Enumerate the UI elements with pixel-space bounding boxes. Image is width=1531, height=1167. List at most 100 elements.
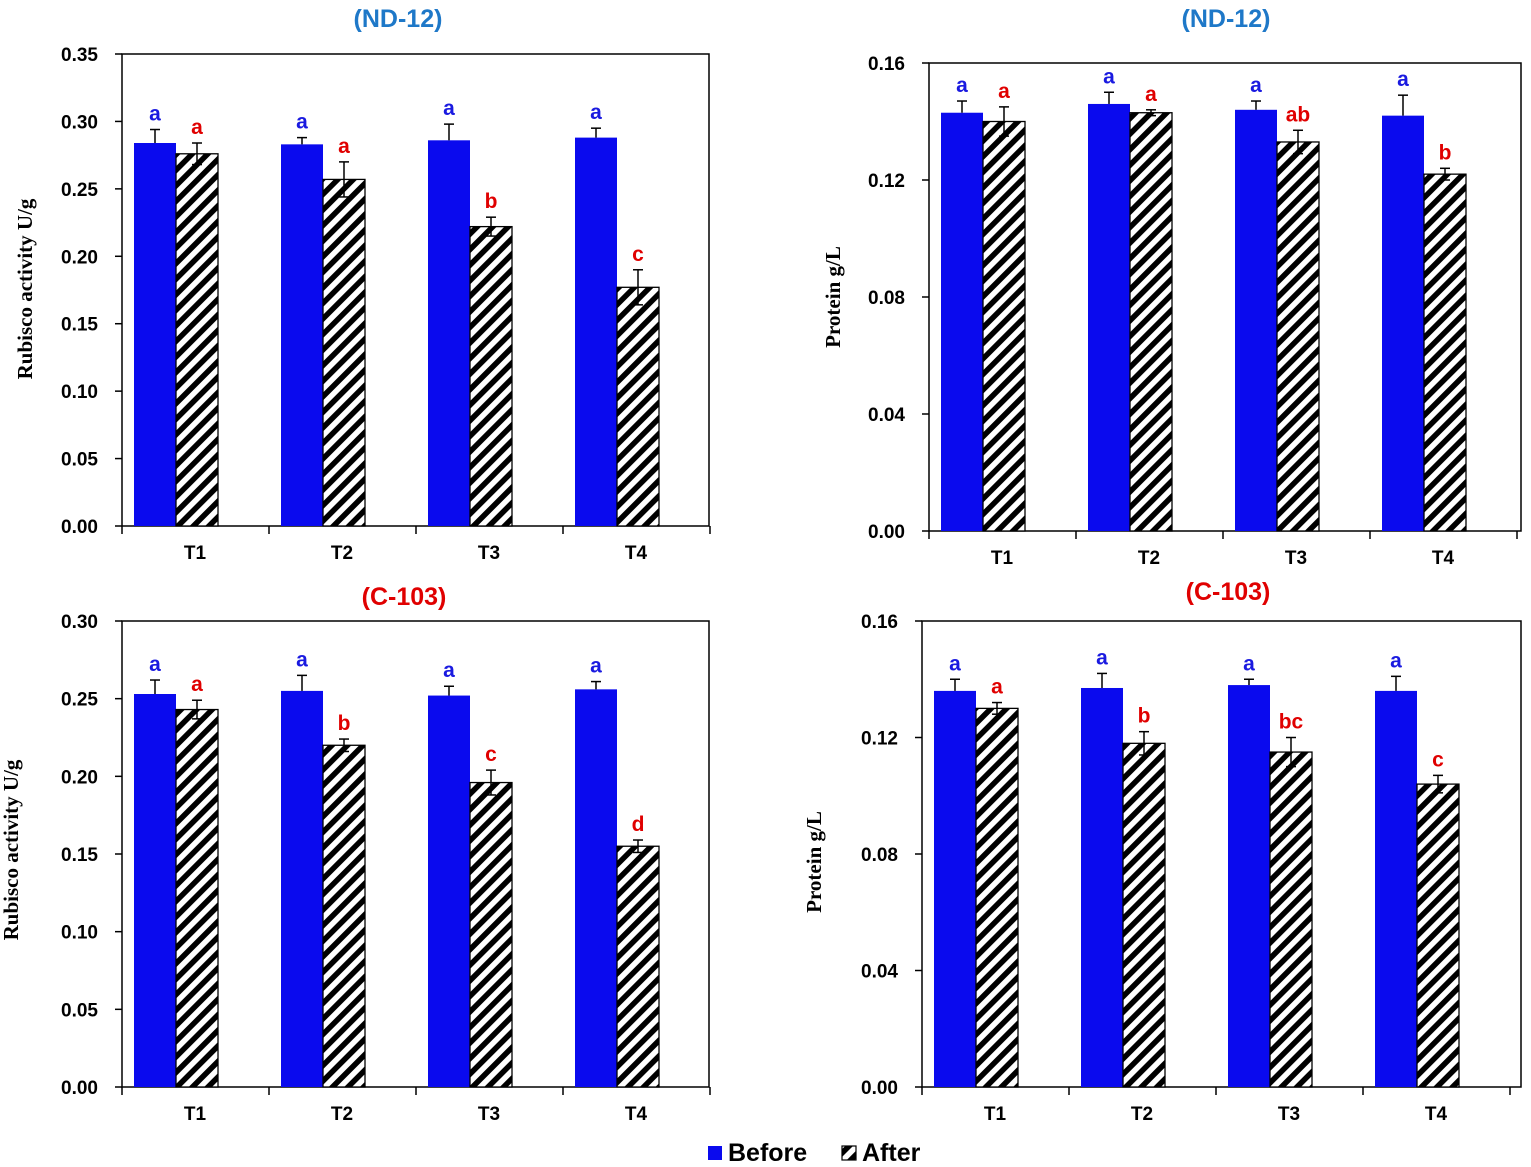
bar-before: [1228, 685, 1270, 1087]
sig-label-after: b: [338, 712, 351, 735]
y-tick-label: 0.10: [61, 382, 98, 403]
bar-before: [941, 112, 983, 531]
y-tick-label: 0.10: [61, 923, 98, 944]
bar-before: [281, 690, 323, 1087]
bar-before: [575, 137, 617, 526]
sig-label-before: a: [590, 655, 602, 678]
sig-label-before: a: [1243, 652, 1255, 675]
legend: Before After: [708, 1139, 921, 1167]
x-tick-label: T3: [1278, 1104, 1300, 1125]
sig-label-before: a: [1250, 74, 1262, 97]
sig-label-after: a: [998, 80, 1010, 103]
sig-label-before: a: [949, 652, 961, 675]
legend-label-after: After: [862, 1139, 921, 1167]
bar-after: [469, 781, 513, 1088]
y-tick-label: 0.35: [61, 45, 98, 66]
sig-label-before: a: [296, 111, 308, 134]
y-tick-label: 0.25: [61, 180, 98, 201]
y-tick-label: 0.08: [868, 288, 905, 309]
x-tick-label: T1: [184, 543, 207, 564]
bar-after: [175, 708, 219, 1088]
bar-after: [982, 120, 1026, 532]
sig-label-before: a: [1390, 649, 1402, 672]
x-tick-label: T4: [1432, 548, 1455, 569]
panel-protein-c103: (C-103) Protein g/L 0.00 0.04 0.08 0.12 0.16…: [802, 578, 1522, 1125]
bar-before: [1382, 115, 1424, 532]
bar-after: [1423, 173, 1467, 532]
sig-label-before: a: [443, 659, 455, 682]
bar-before: [1375, 690, 1417, 1087]
legend-label-before: Before: [728, 1139, 807, 1167]
x-tick-label: T3: [1285, 548, 1307, 569]
bar-after: [1129, 112, 1173, 532]
panel-title: (ND-12): [1182, 5, 1271, 33]
panel-rubisco-c103: (C-103) Rubisco activity U/g 0.00 0.05 0.1…: [0, 583, 711, 1125]
y-tick-label: 0.08: [861, 845, 898, 866]
sig-label-after: ab: [1286, 103, 1311, 126]
sig-label-after: c: [1432, 748, 1444, 771]
panel-title: (ND-12): [354, 5, 443, 33]
y-axis-label: Rubisco activity U/g: [13, 198, 37, 379]
bar-before: [934, 690, 976, 1087]
y-tick-label: 0.15: [61, 845, 98, 866]
x-tick-label: T1: [991, 548, 1014, 569]
x-tick-label: T2: [331, 543, 353, 564]
sig-label-before: a: [149, 103, 161, 126]
sig-label-before: a: [1096, 646, 1108, 669]
x-tick-label: T2: [1138, 548, 1160, 569]
y-tick-label: 0.12: [861, 729, 898, 750]
panel-title: (C-103): [362, 583, 447, 611]
bar-before: [428, 140, 470, 526]
sig-label-before: a: [443, 97, 455, 120]
x-tick-label: T4: [625, 1104, 648, 1125]
sig-label-after: d: [632, 813, 645, 836]
y-tick-label: 0.05: [61, 450, 98, 471]
y-tick-label: 0.00: [61, 1078, 98, 1099]
panel-protein-nd12: (ND-12) Protein g/L 0.00 0.04 0.08 0.12 0.16…: [821, 5, 1522, 569]
bar-after: [322, 744, 366, 1088]
bar-after: [975, 707, 1019, 1088]
panel-rubisco-nd12: (ND-12) Rubisco activity U/g 0.00 0.05 0.1…: [13, 5, 711, 564]
y-tick-label: 0.20: [61, 767, 98, 788]
sig-label-after: c: [632, 243, 644, 266]
y-axis-label: Protein g/L: [821, 246, 845, 348]
y-tick-label: 0.00: [868, 522, 905, 543]
plot-area: 0.00 0.04 0.08 0.12 0.16 a a T1 a b T2 a bc T3 a c T4: [861, 612, 1522, 1125]
bar-after: [616, 845, 660, 1088]
sig-label-after: a: [1145, 83, 1157, 106]
bar-before: [1081, 687, 1123, 1087]
x-tick-label: T3: [478, 543, 500, 564]
y-tick-label: 0.25: [61, 690, 98, 711]
x-tick-label: T1: [984, 1104, 1007, 1125]
sig-label-before: a: [1397, 68, 1409, 91]
x-tick-label: T4: [625, 543, 648, 564]
y-axis-label: Rubisco activity U/g: [0, 759, 23, 940]
y-tick-label: 0.16: [861, 612, 898, 633]
y-tick-label: 0.04: [861, 962, 898, 983]
y-axis-label: Protein g/L: [802, 811, 826, 913]
y-tick-label: 0.16: [868, 54, 905, 75]
y-tick-label: 0.05: [61, 1000, 98, 1021]
sig-label-after: a: [338, 135, 350, 158]
bar-after: [469, 225, 513, 527]
y-tick-label: 0.00: [61, 517, 98, 538]
sig-label-before: a: [1103, 65, 1115, 88]
plot-area: 0.00 0.05 0.10 0.15 0.20 0.25 0.30 0.35 a a T1 a a T2…: [61, 45, 711, 564]
sig-label-after: b: [1138, 705, 1151, 728]
y-tick-label: 0.00: [861, 1078, 898, 1099]
sig-label-before: a: [149, 653, 161, 676]
sig-label-after: a: [191, 116, 203, 139]
bar-after: [1269, 751, 1313, 1088]
panel-title: (C-103): [1186, 578, 1271, 606]
x-tick-label: T4: [1425, 1104, 1448, 1125]
bar-after: [322, 178, 366, 527]
plot-area: 0.00 0.05 0.10 0.15 0.20 0.25 0.30 a a T1 a b T2 a c T3…: [61, 612, 711, 1125]
bar-before: [281, 144, 323, 526]
bar-before: [134, 694, 176, 1087]
sig-label-before: a: [956, 74, 968, 97]
sig-label-after: b: [1439, 141, 1452, 164]
bar-before: [1235, 109, 1277, 532]
bar-after: [1276, 141, 1320, 532]
